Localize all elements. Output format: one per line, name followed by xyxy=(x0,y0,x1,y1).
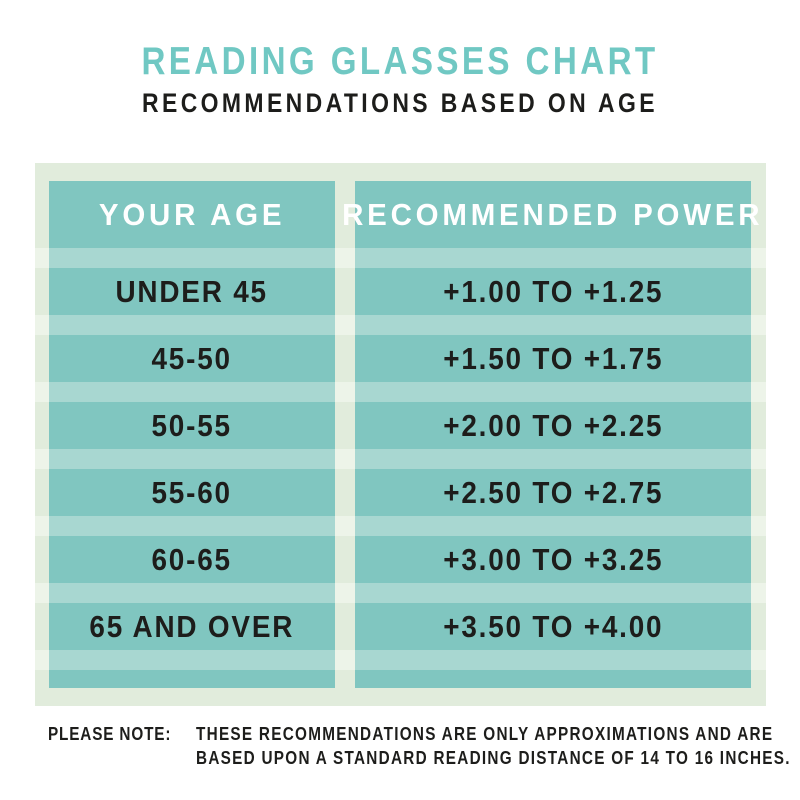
age-cell-label: 45-50 xyxy=(151,340,233,376)
footnote: PLEASE NOTE: THESE RECOMMENDATIONS ARE O… xyxy=(48,722,790,770)
power-cell: +2.00 TO +2.25 xyxy=(355,402,751,449)
power-cell: +1.00 TO +1.25 xyxy=(355,268,751,315)
row-separator xyxy=(355,650,751,670)
age-column-header-label: YOUR AGE xyxy=(98,196,286,232)
row-separator xyxy=(49,449,335,469)
page-subtitle: RECOMMENDATIONS BASED ON AGE xyxy=(142,88,658,118)
row-separator xyxy=(355,449,751,469)
power-column: RECOMMENDED POWER +1.00 TO +1.25 +1.50 TO… xyxy=(342,181,760,688)
age-cell-label: 65 AND OVER xyxy=(89,608,295,644)
column-tail xyxy=(49,670,335,688)
power-cell-label: +3.50 TO +4.00 xyxy=(442,608,664,644)
age-cell: 60-65 xyxy=(49,536,335,583)
age-cell: 55-60 xyxy=(49,469,335,516)
row-separator xyxy=(355,382,751,402)
row-separator xyxy=(355,583,751,603)
row-separator xyxy=(49,516,335,536)
age-cell: 45-50 xyxy=(49,335,335,382)
power-cell-label: +2.50 TO +2.75 xyxy=(442,474,664,510)
power-cell-label: +1.50 TO +1.75 xyxy=(442,340,664,376)
age-cell: 50-55 xyxy=(49,402,335,449)
age-cell: UNDER 45 xyxy=(49,268,335,315)
power-cell-label: +2.00 TO +2.25 xyxy=(442,407,664,443)
chart-board: YOUR AGE UNDER 45 45-50 50-55 55-60 60-65 65 … xyxy=(35,163,766,706)
row-separator xyxy=(49,382,335,402)
row-separator xyxy=(49,583,335,603)
power-cell: +2.50 TO +2.75 xyxy=(355,469,751,516)
age-column-header: YOUR AGE xyxy=(49,181,335,248)
age-cell-label: 50-55 xyxy=(151,407,233,443)
power-cell: +3.50 TO +4.00 xyxy=(355,603,751,650)
note-text: THESE RECOMMENDATIONS ARE ONLY APPROXIMA… xyxy=(196,722,791,770)
power-cell: +1.50 TO +1.75 xyxy=(355,335,751,382)
age-cell-label: 60-65 xyxy=(151,541,233,577)
note-line-1: THESE RECOMMENDATIONS ARE ONLY APPROXIMA… xyxy=(196,724,774,744)
age-cell: 65 AND OVER xyxy=(49,603,335,650)
note-label: PLEASE NOTE: xyxy=(48,724,172,744)
power-cell-label: +3.00 TO +3.25 xyxy=(442,541,664,577)
age-column: YOUR AGE UNDER 45 45-50 50-55 55-60 60-65 65 … xyxy=(49,181,335,688)
power-cell: +3.00 TO +3.25 xyxy=(355,536,751,583)
row-separator xyxy=(49,248,335,268)
row-separator xyxy=(49,315,335,335)
power-column-header: RECOMMENDED POWER xyxy=(342,181,760,248)
age-cell-label: UNDER 45 xyxy=(115,273,269,309)
row-separator xyxy=(355,516,751,536)
row-separator xyxy=(355,248,751,268)
column-tail xyxy=(355,670,751,688)
row-separator xyxy=(355,315,751,335)
power-cell-label: +1.00 TO +1.25 xyxy=(442,273,664,309)
page-title: READING GLASSES CHART xyxy=(141,40,659,83)
age-cell-label: 55-60 xyxy=(151,474,233,510)
note-line-2: BASED UPON A STANDARD READING DISTANCE O… xyxy=(196,748,791,768)
row-separator xyxy=(49,650,335,670)
power-column-header-label: RECOMMENDED POWER xyxy=(342,196,764,232)
